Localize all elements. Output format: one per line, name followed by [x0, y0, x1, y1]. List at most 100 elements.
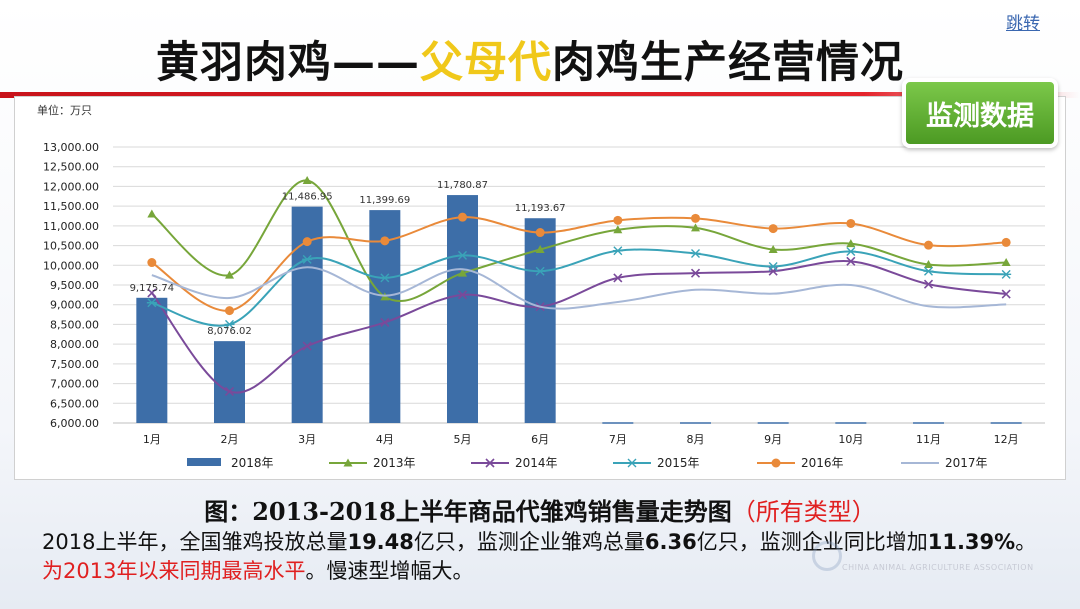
y-tick-label: 13,000.00 [43, 141, 99, 154]
bar [214, 341, 245, 423]
x-tick-label: 10月 [838, 433, 863, 446]
x-tick-label: 11月 [916, 433, 941, 446]
bar [369, 210, 401, 423]
bar [447, 195, 478, 423]
unit-label: 单位：万只 [37, 103, 92, 117]
desc-seg-2: 亿只，监测企业雏鸡总量 [413, 530, 645, 554]
legend-label: 2016年 [801, 456, 844, 470]
y-tick-label: 10,000.00 [43, 259, 99, 272]
line-point [302, 176, 312, 185]
line-point [146, 298, 157, 308]
line-point [1001, 258, 1011, 267]
desc-seg-5: 。慢速型增幅大。 [305, 559, 474, 583]
y-tick-label: 12,500.00 [43, 161, 99, 174]
x-tick-label: 4月 [376, 433, 394, 446]
title-part-1: 黄羽肉鸡—— [156, 38, 420, 88]
line-point [457, 290, 468, 300]
line-point [147, 288, 157, 298]
line-point [923, 279, 934, 289]
legend-label: 2013年 [373, 456, 416, 470]
title-highlight: 父母代 [420, 38, 552, 88]
line-point [535, 245, 545, 254]
caption-paren: （所有类型） [731, 498, 876, 526]
bar-data-label: 8,076.02 [207, 326, 252, 337]
chart-panel: 单位：万只 6,000.00 6,500.00 7,000.00 7,500.00 8,0… [14, 96, 1066, 480]
line-point [1001, 269, 1012, 279]
line-point [1001, 237, 1011, 247]
line-point [535, 228, 545, 238]
legend-label: 2014年 [515, 456, 558, 470]
y-tick-label: 9,000.00 [50, 299, 99, 312]
jump-link[interactable]: 跳转 [1006, 14, 1040, 34]
y-tick-label: 6,000.00 [50, 417, 99, 430]
series-line [151, 260, 1007, 394]
line-point [613, 273, 623, 283]
chart-svg: 单位：万只 6,000.00 6,500.00 7,000.00 7,500.00 8,0… [37, 103, 1045, 470]
line-point [613, 215, 623, 225]
line-point [458, 212, 467, 222]
line-point [225, 306, 234, 316]
line-point [768, 224, 778, 234]
title-part-2: 肉鸡生产经营情况 [552, 38, 904, 88]
desc-value-2: 6.36 [644, 530, 697, 554]
line-point [768, 245, 778, 254]
line-point [923, 266, 934, 276]
legend-label: 2018年 [231, 456, 274, 470]
bar-data-label: 11,399.69 [359, 195, 410, 206]
line-point [612, 246, 623, 256]
watermark-text: CHINA ANIMAL AGRICULTURE ASSOCIATION [842, 563, 1034, 572]
line-point [690, 268, 701, 278]
desc-seg-4: 。 [1015, 530, 1037, 554]
page-title: 黄羽肉鸡——父母代肉鸡生产经营情况 [0, 28, 1060, 90]
desc-value-1: 19.48 [347, 530, 414, 554]
line-point [380, 317, 390, 328]
series-line [151, 248, 1007, 327]
bar [136, 297, 168, 423]
title-underline [0, 92, 1080, 98]
line-point [224, 386, 235, 397]
y-tick-label: 7,000.00 [50, 378, 99, 391]
line-point [485, 458, 495, 468]
bar-data-label: 11,486.95 [282, 192, 333, 203]
line-point [225, 270, 234, 279]
line-point [846, 256, 856, 266]
monitoring-data-badge: 监测数据 [902, 78, 1058, 148]
line-point [343, 458, 353, 467]
line-point [458, 268, 467, 277]
line-point [845, 246, 856, 256]
association-watermark: CHINA ANIMAL AGRICULTURE ASSOCIATION [812, 537, 1062, 577]
y-tick-label: 12,000.00 [43, 180, 99, 193]
legend-label: 2017年 [945, 456, 988, 470]
x-tick-label: 9月 [764, 433, 782, 446]
x-tick-label: 5月 [454, 433, 472, 446]
x-tick-label: 2月 [221, 433, 239, 446]
x-tick-label: 12月 [994, 433, 1019, 446]
line-point [457, 250, 468, 260]
line-point [771, 458, 781, 468]
y-tick-label: 8,000.00 [50, 338, 99, 351]
line-point [627, 458, 637, 468]
bar-data-label: 11,780.87 [437, 180, 488, 191]
line-point [302, 341, 312, 351]
x-tick-label: 1月 [143, 433, 161, 446]
y-tick-label: 6,500.00 [50, 397, 99, 410]
desc-value-3: 11.39% [927, 530, 1016, 554]
y-tick-label: 9,500.00 [50, 279, 99, 292]
line-point [379, 273, 390, 283]
line-point [613, 225, 623, 234]
series-line [151, 179, 1007, 303]
line-point [147, 209, 157, 218]
line-point [691, 223, 700, 232]
caption-main: 图：2013-2018上半年商品代雏鸡销售量走势图 [204, 497, 732, 526]
y-tick-label: 11,000.00 [43, 220, 99, 233]
line-point [768, 261, 779, 271]
bar-data-label: 9,175.74 [130, 283, 175, 294]
line-point [690, 248, 701, 258]
line-point [924, 240, 933, 250]
line-point [147, 258, 157, 268]
line-point [302, 254, 313, 264]
line-point [846, 239, 856, 248]
y-tick-label: 11,500.00 [43, 200, 99, 213]
line-point [846, 218, 856, 228]
chart-caption: 图：2013-2018上半年商品代雏鸡销售量走势图（所有类型） [0, 492, 1080, 527]
